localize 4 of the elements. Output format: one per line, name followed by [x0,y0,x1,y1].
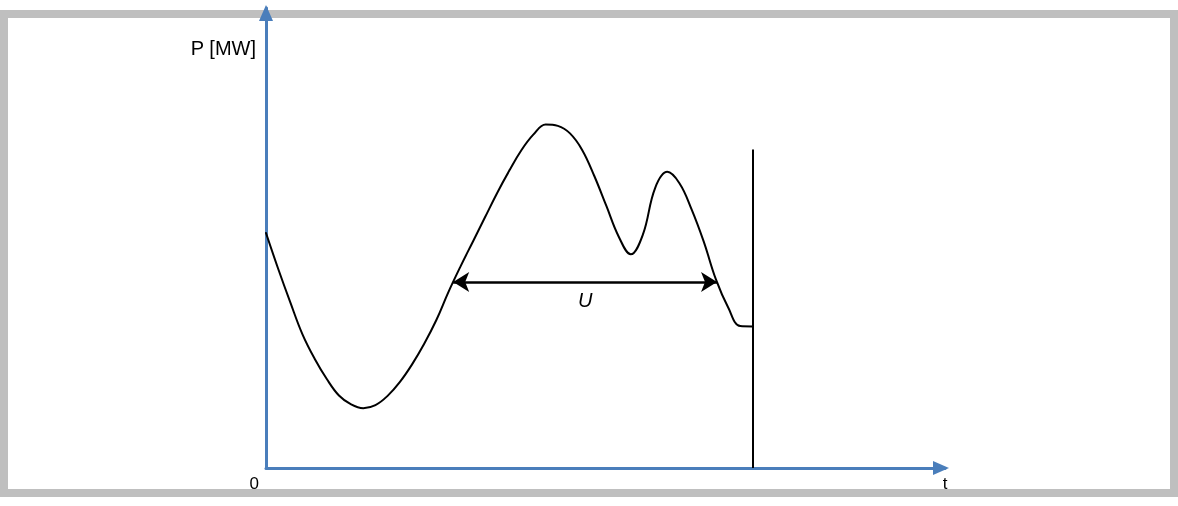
annotation: U [577,288,593,311]
text: t [942,474,948,493]
y-axis-title: P [MW] [190,37,256,59]
text: 0 [249,474,259,493]
